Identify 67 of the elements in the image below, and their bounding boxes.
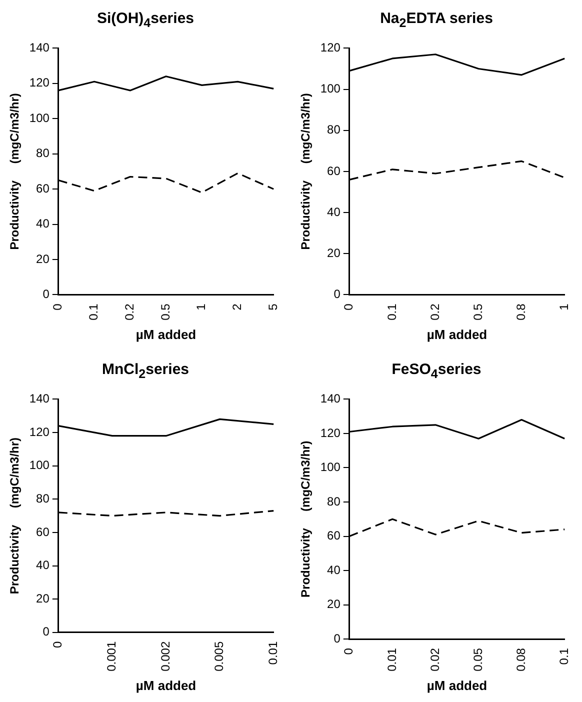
y-tick-label: 100 bbox=[320, 460, 341, 474]
x-tick-label: 0.8 bbox=[514, 303, 528, 320]
y-tick-label: 40 bbox=[36, 216, 50, 231]
y-tick-label: 120 bbox=[29, 424, 50, 439]
x-tick-label: 0.005 bbox=[212, 641, 226, 672]
y-tick-label: 0 bbox=[42, 624, 50, 639]
chart-title: Na$_{2}$EDTA series bbox=[379, 9, 494, 32]
y-tick-label: 60 bbox=[327, 164, 341, 178]
x-tick-label: 0.08 bbox=[514, 648, 528, 672]
y-tick-label: 80 bbox=[36, 491, 50, 506]
y-tick-label: 100 bbox=[320, 82, 341, 96]
y-tick-label: 20 bbox=[36, 591, 50, 606]
y-tick-label: 120 bbox=[320, 426, 341, 440]
y-axis-title: Productivity (mgC/m3/hr) bbox=[8, 93, 22, 250]
x-tick-label: 0.2 bbox=[428, 303, 442, 320]
x-tick-label: 0 bbox=[50, 641, 65, 648]
y-tick-label: 80 bbox=[327, 494, 341, 508]
y-tick-label: 100 bbox=[29, 110, 50, 125]
x-axis-title: µM added bbox=[426, 326, 488, 342]
x-axis-title: µM added bbox=[136, 326, 196, 342]
y-tick-label: 120 bbox=[320, 40, 341, 55]
x-tick-label: 0.1 bbox=[556, 648, 571, 665]
y-axis-title: Productivity (mgC/m3/hr) bbox=[298, 93, 313, 250]
x-tick-label: 0.02 bbox=[428, 648, 442, 672]
y-tick-label: 20 bbox=[327, 597, 341, 612]
x-tick-label: 1 bbox=[194, 303, 208, 310]
x-tick-label: 0.01 bbox=[266, 641, 280, 665]
x-tick-label: 0.5 bbox=[158, 303, 172, 320]
y-tick-label: 0 bbox=[334, 287, 341, 302]
x-tick-label: 0 bbox=[50, 303, 65, 310]
chart-title: MnCl$_{2}$series bbox=[101, 360, 190, 383]
y-tick-label: 80 bbox=[36, 146, 50, 160]
x-tick-label: 0.01 bbox=[384, 648, 399, 672]
y-tick-label: 140 bbox=[29, 40, 50, 55]
y-tick-label: 140 bbox=[320, 392, 341, 406]
y-tick-label: 0 bbox=[42, 287, 50, 302]
y-tick-label: 60 bbox=[327, 528, 341, 543]
x-tick-label: 0.1 bbox=[86, 303, 101, 320]
x-tick-label: 0.2 bbox=[122, 303, 136, 320]
x-tick-label: 1 bbox=[556, 303, 571, 310]
y-tick-label: 20 bbox=[36, 252, 50, 266]
y-tick-label: 80 bbox=[327, 122, 341, 137]
y-tick-label: 40 bbox=[327, 204, 341, 219]
x-tick-label: 0 bbox=[342, 648, 356, 655]
y-tick-label: 60 bbox=[36, 181, 50, 196]
x-axis-title: µM added bbox=[136, 678, 196, 693]
x-tick-label: 0.001 bbox=[104, 641, 119, 672]
y-tick-label: 40 bbox=[36, 558, 50, 572]
y-axis-title: Productivity (mgC/m3/hr) bbox=[8, 437, 22, 594]
y-tick-label: 60 bbox=[36, 524, 50, 539]
x-tick-label: 0.002 bbox=[158, 641, 172, 672]
y-axis-title: Productivity (mgC/m3/hr) bbox=[298, 440, 313, 598]
x-tick-label: 5 bbox=[266, 303, 280, 310]
y-tick-label: 40 bbox=[327, 562, 341, 577]
x-axis-title: µM added bbox=[426, 678, 488, 693]
chart-title: Si(OH)$_{4}$series bbox=[96, 9, 195, 32]
x-tick-label: 2 bbox=[230, 303, 244, 310]
x-tick-label: 0.1 bbox=[384, 303, 399, 320]
y-tick-label: 20 bbox=[327, 246, 341, 260]
y-tick-label: 120 bbox=[29, 76, 50, 90]
y-tick-label: 140 bbox=[29, 392, 50, 406]
x-tick-label: 0.5 bbox=[470, 303, 485, 320]
y-tick-label: 100 bbox=[29, 458, 50, 472]
y-tick-label: 0 bbox=[334, 631, 341, 646]
chart-title: FeSO$_{4}$series bbox=[390, 360, 482, 383]
x-tick-label: 0 bbox=[342, 303, 356, 310]
x-tick-label: 0.05 bbox=[470, 648, 485, 672]
